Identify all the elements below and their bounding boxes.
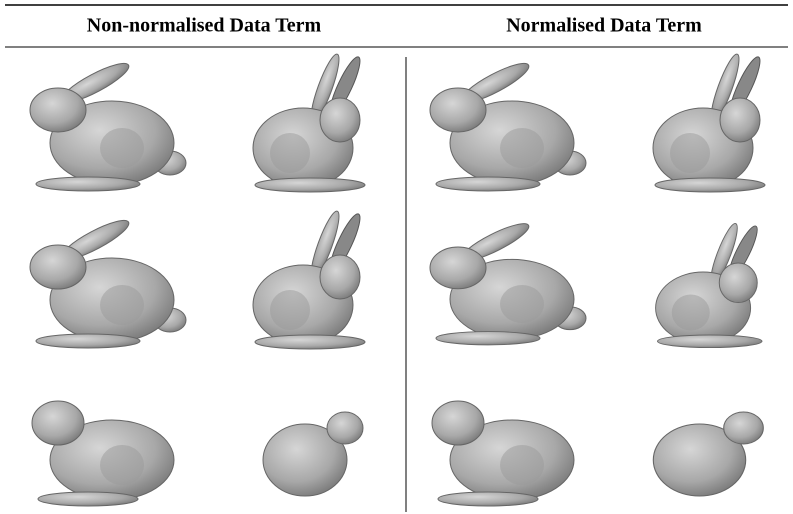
bunny: [430, 218, 586, 345]
bunny: [30, 57, 186, 191]
bunny: [653, 412, 763, 496]
bunny: [263, 412, 363, 496]
bunny: [656, 221, 762, 347]
bunny: [253, 52, 365, 192]
bunny: [430, 57, 586, 191]
column-header: Normalised Data Term: [506, 15, 702, 37]
bunny: [253, 209, 365, 349]
column-header: Non-normalised Data Term: [87, 15, 322, 37]
bunny: [32, 401, 174, 506]
bunny: [432, 401, 574, 506]
bunny-renders: [30, 52, 765, 506]
bunny: [30, 214, 186, 348]
figure: Non-normalised Data Term Normalised Data…: [0, 0, 793, 514]
bunny: [653, 52, 765, 192]
